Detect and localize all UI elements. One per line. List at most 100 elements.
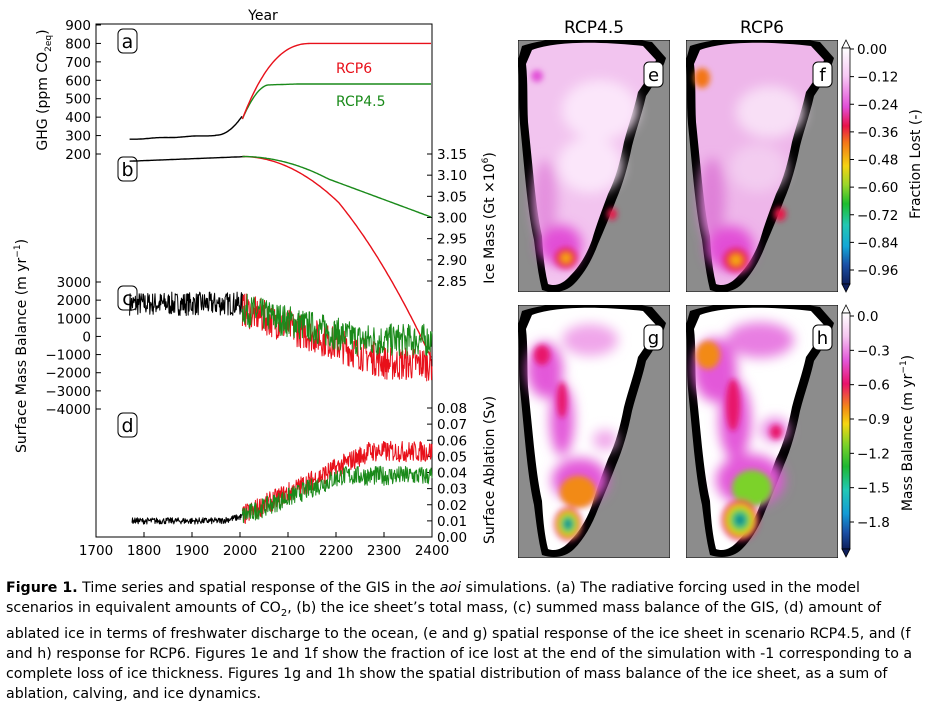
y-tick-label: 0.00: [437, 530, 467, 546]
colorbar-tick-label: −0.3: [857, 343, 890, 359]
y-tick-label: 3.15: [437, 147, 467, 163]
ablation-rcp45-line: [241, 465, 433, 524]
top-axis-label: Year: [247, 8, 278, 24]
y-tick-label: 900: [65, 18, 91, 34]
y-tick-label: 200: [65, 147, 91, 163]
colorbar-tick-label: −1.5: [857, 481, 890, 497]
colorbar-tick-label: −0.60: [857, 180, 898, 196]
ablation-historical-line: [131, 513, 243, 525]
colorbar-fraction-lost-label: Fraction Lost (-): [908, 109, 924, 219]
x-tick-label: 1800: [127, 543, 161, 559]
svg-text:c: c: [122, 288, 132, 310]
map-h: [686, 305, 838, 558]
map-letter-h: h: [812, 324, 833, 351]
smb-rcp45-line: [241, 293, 433, 357]
x-axis-ticks: 1700 1800 1900 2000 2100 2200 2300 2400: [79, 532, 449, 559]
caption-label: Figure 1.: [6, 580, 78, 596]
panel-letter-d: d: [117, 412, 138, 438]
y-tick-label: 0.07: [437, 417, 467, 433]
colorbar-tick-label: 0.0: [857, 309, 878, 325]
y-tick-label: 2000: [57, 293, 91, 309]
y-tick-label: 0.02: [437, 498, 467, 514]
y-tick-label: 3.10: [437, 168, 467, 184]
panel-letter-c: c: [117, 285, 138, 311]
col-title-rcp45: RCP4.5: [564, 18, 624, 38]
colorbar-mass-balance-ticks: 0.0 −0.3 −0.6 −0.9 −1.2 −1.5 −1.8: [850, 309, 890, 531]
icemass-historical-line: [129, 155, 245, 162]
y-tick-label: 800: [65, 36, 91, 52]
map-letter-f: f: [812, 61, 833, 88]
svg-text:d: d: [121, 415, 133, 437]
panel-letter-b: b: [117, 156, 138, 182]
ablation-rcp6-line: [241, 440, 433, 524]
col-title-rcp6: RCP6: [740, 18, 784, 38]
map-g: [518, 305, 670, 558]
y-tick-label: −4000: [45, 402, 91, 418]
ghg-rcp45-line: [241, 83, 431, 120]
y-tick-label: 2.95: [437, 232, 467, 248]
time-series-curves: [129, 42, 433, 525]
colorbar-tick-label: −1.2: [857, 446, 890, 462]
y-tick-label: −2000: [45, 366, 91, 382]
map-panels: RCP4.5 RCP6: [518, 18, 924, 558]
y-tick-label: 2.85: [437, 274, 467, 290]
svg-text:b: b: [121, 159, 133, 181]
colorbar-tick-label: −0.96: [857, 263, 898, 279]
y-tick-label: 500: [65, 92, 91, 108]
y-tick-label: 0.03: [437, 482, 467, 498]
x-tick-label: 2400: [415, 543, 449, 559]
y-tick-label: 3000: [57, 275, 91, 291]
colorbar-tick-label: −0.9: [857, 412, 890, 428]
colorbar-tick-label: 0.00: [857, 42, 887, 58]
panel-b-y-ticks: 3.15 3.10 3.05 3.00 2.95 2.90 2.85: [427, 147, 467, 290]
svg-text:h: h: [817, 328, 828, 349]
panel-c-y-ticks: 3000 2000 1000 0 −1000 −2000 −3000 −4000: [45, 275, 101, 418]
svg-text:f: f: [819, 65, 826, 86]
y-tick-label: 300: [65, 129, 91, 145]
colorbar-mass-balance-label: Mass Balance (m yr−1): [899, 355, 916, 511]
panel-c-ylabel: Surface Mass Balance (m yr−1): [13, 239, 30, 453]
figure-1: Year 1700 1800 1900 2000 2100 2200 2300 2400 a …: [13, 8, 924, 559]
y-tick-label: 700: [65, 55, 91, 71]
y-tick-label: 0.04: [437, 466, 467, 482]
colorbar-tick-label: −0.12: [857, 70, 898, 86]
y-tick-label: 2.90: [437, 253, 467, 269]
map-letter-g: g: [643, 324, 664, 351]
y-tick-label: 0.01: [437, 514, 467, 530]
y-tick-label: 0.06: [437, 433, 467, 449]
panel-d-ylabel: Surface Ablation (Sv): [482, 396, 498, 544]
colorbar-tick-label: −1.8: [857, 515, 890, 531]
svg-text:e: e: [648, 65, 659, 86]
y-tick-label: 400: [65, 110, 91, 126]
time-series-panels: Year 1700 1800 1900 2000 2100 2200 2300 2400 a …: [13, 8, 498, 559]
x-tick-label: 2200: [319, 543, 353, 559]
colorbar-tick-label: −0.72: [857, 208, 898, 224]
x-tick-label: 1900: [175, 543, 209, 559]
y-tick-label: −3000: [45, 384, 91, 400]
ghg-rcp6-line: [241, 42, 431, 120]
y-tick-label: 0: [82, 329, 91, 345]
panel-a-y-ticks: 900 800 700 600 500 400 300 200: [65, 18, 101, 163]
colorbar-mass-balance: 0.0 −0.3 −0.6 −0.9 −1.2 −1.5 −1.8 Mass Balance…: [841, 304, 916, 558]
colorbar-tick-label: −0.48: [857, 153, 898, 169]
icemass-rcp45-line: [242, 155, 432, 218]
caption-text: Time series and spatial response of the …: [6, 580, 913, 702]
y-tick-label: 3.00: [437, 211, 467, 227]
colorbar-tick-label: −0.24: [857, 97, 898, 113]
panel-d-y-ticks: 0.080.070.060.050.040.030.020.010.00: [427, 401, 467, 546]
x-tick-label: 1700: [79, 543, 113, 559]
y-tick-label: 600: [65, 73, 91, 89]
map-letter-e: e: [643, 61, 664, 88]
colorbar-tick-label: −0.36: [857, 125, 898, 141]
y-tick-label: 3.05: [437, 189, 467, 205]
panel-b-ylabel: Ice Mass (Gt ×106): [481, 152, 498, 284]
rcp45-series-label: RCP4.5: [336, 94, 386, 110]
ghg-historical-line: [129, 116, 243, 140]
x-tick-label: 2300: [367, 543, 401, 559]
colorbar-fraction-lost: 0.00 −0.12 −0.24 −0.36 −0.48 −0.60 −0.72 −0.84 −…: [841, 39, 924, 293]
figure-caption: Figure 1. Time series and spatial respon…: [6, 578, 931, 704]
x-tick-label: 2100: [271, 543, 305, 559]
panel-letter-a: a: [117, 28, 138, 54]
colorbar-fraction-lost-ticks: 0.00 −0.12 −0.24 −0.36 −0.48 −0.60 −0.72 −0.84 −…: [850, 42, 898, 279]
y-tick-label: −1000: [45, 348, 91, 364]
